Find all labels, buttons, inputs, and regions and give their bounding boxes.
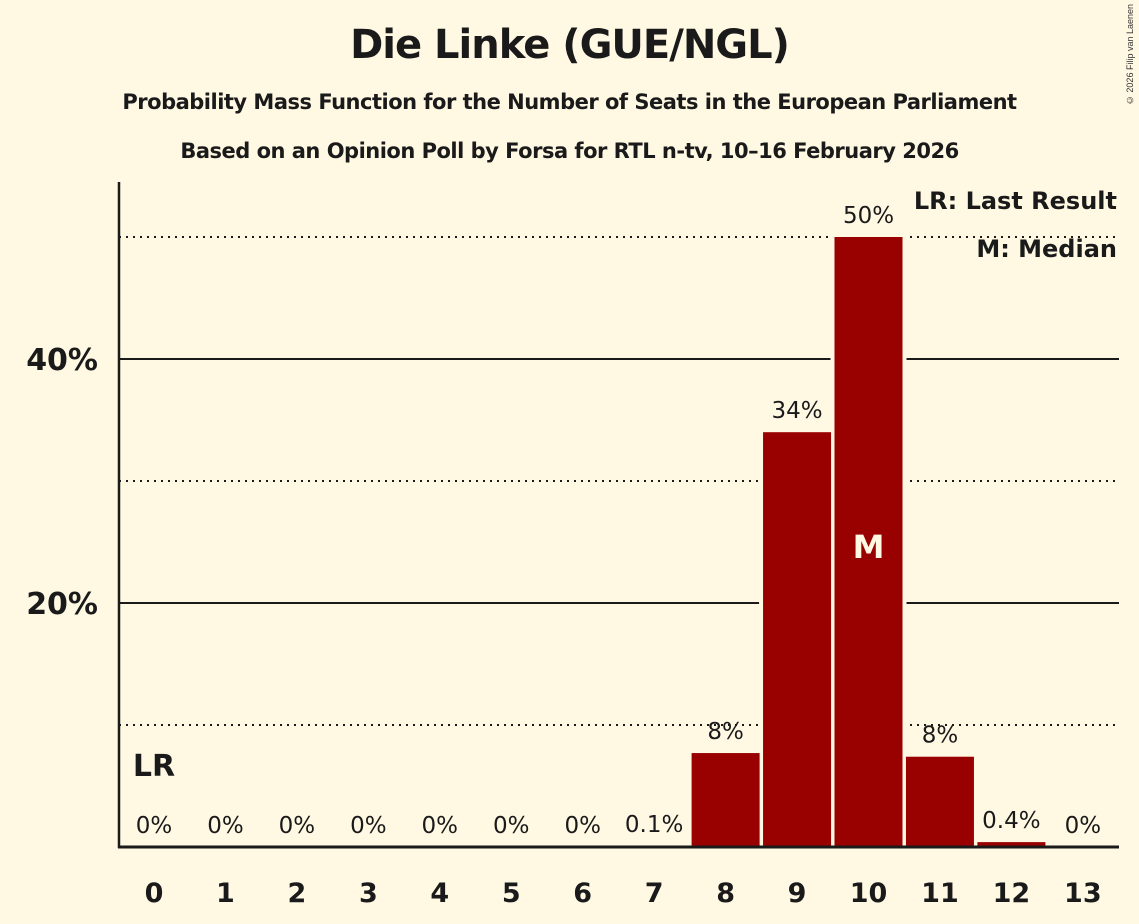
value-label: 50% (843, 203, 894, 229)
value-label: 0% (422, 813, 459, 839)
bar-seat-9 (763, 432, 832, 847)
y-tick-label: 40% (26, 343, 98, 378)
chart-source: Based on an Opinion Poll by Forsa for RT… (180, 139, 959, 163)
x-tick-label: 12 (993, 878, 1031, 909)
bar-seat-8 (691, 753, 760, 847)
median-marker: M (853, 528, 885, 566)
gridlines (119, 236, 1119, 726)
value-label: 0% (350, 813, 387, 839)
value-label: 0.1% (625, 812, 683, 838)
x-tick-label: 3 (359, 878, 378, 909)
value-label: 0.4% (982, 808, 1040, 834)
x-tick-label: 9 (788, 878, 807, 909)
bar-seat-11 (905, 756, 974, 847)
chart-title: Die Linke (GUE/NGL) (350, 22, 790, 68)
value-label: 0% (279, 813, 316, 839)
x-tick-label: 8 (716, 878, 735, 909)
x-tick-label: 4 (430, 878, 449, 909)
legend-median: M: Median (976, 235, 1117, 263)
y-tick-label: 20% (26, 587, 98, 622)
value-label: 0% (207, 813, 244, 839)
value-label: 0% (1065, 813, 1102, 839)
last-result-marker: LR (133, 749, 175, 784)
legend-last-result: LR: Last Result (914, 187, 1117, 215)
value-label: 0% (136, 813, 173, 839)
chart-subtitle: Probability Mass Function for the Number… (122, 90, 1017, 114)
value-label: 0% (564, 813, 601, 839)
x-tick-label: 1 (216, 878, 235, 909)
x-tick-label: 10 (850, 878, 888, 909)
x-tick-label: 0 (145, 878, 164, 909)
bar-seat-10 (834, 237, 903, 847)
value-label: 34% (771, 398, 822, 424)
bar-halo (616, 841, 693, 847)
bars (616, 233, 1050, 847)
value-label: 0% (493, 813, 530, 839)
x-tick-label: 7 (645, 878, 664, 909)
x-tick-label: 6 (573, 878, 592, 909)
x-tick-label: 13 (1064, 878, 1102, 909)
value-label: 8% (922, 723, 959, 749)
x-tick-label: 11 (921, 878, 959, 909)
bar-seat-12 (977, 842, 1046, 847)
value-label: 8% (707, 719, 744, 745)
x-tick-label: 2 (288, 878, 307, 909)
axes: 20%40%0 1 2 3 4 5 6 7 8 9 10 11 12 13 (26, 182, 1119, 909)
x-tick-label: 5 (502, 878, 521, 909)
value-labels: 0% 0% 0% 0% 0% 0% 0% 0.1% 8% 34% 50% 8% 0.4% 0% LR M (133, 203, 1101, 839)
